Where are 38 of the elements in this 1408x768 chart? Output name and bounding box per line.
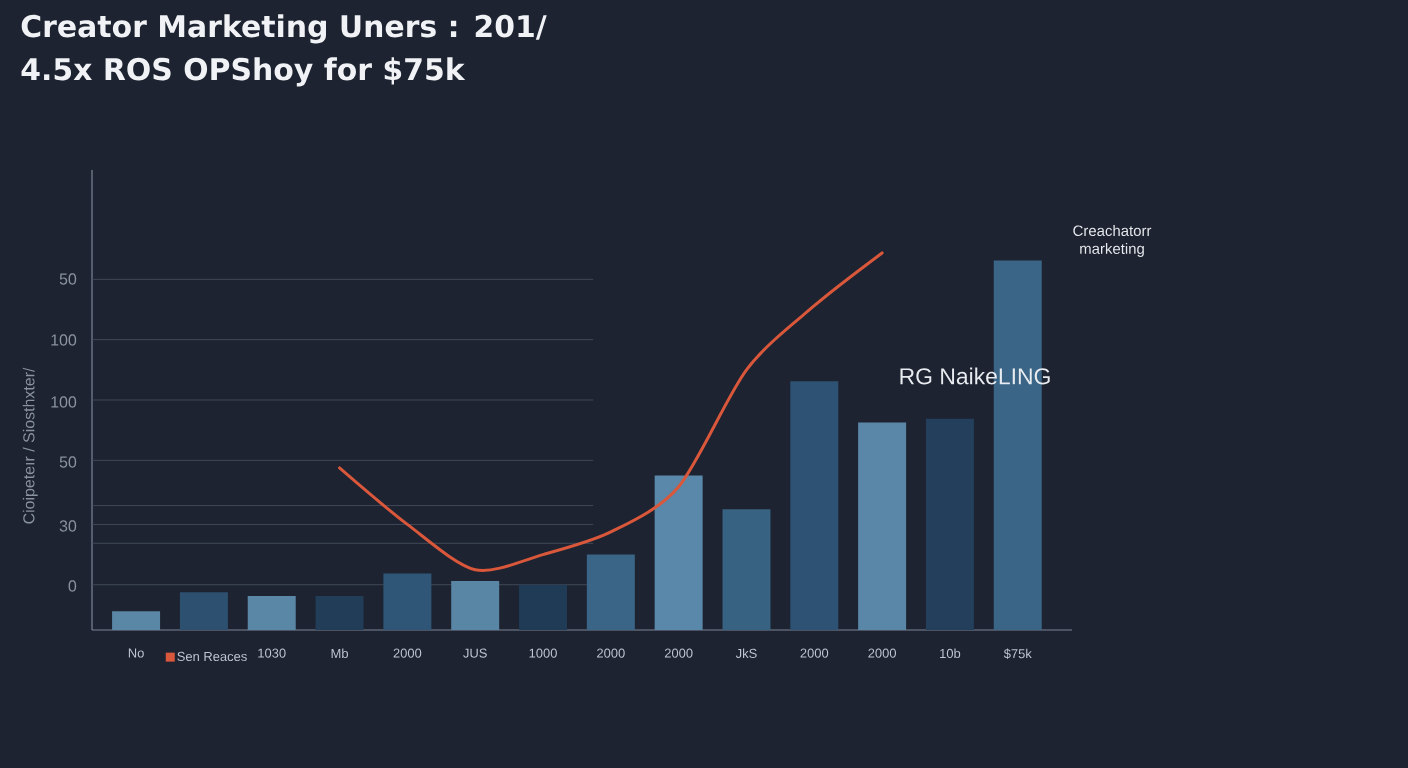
text: 100 xyxy=(51,396,77,408)
bar xyxy=(654,475,703,630)
text: 50 xyxy=(59,456,77,468)
bar xyxy=(451,580,500,630)
chart-subtitle: 4.5x ROS OPShoy for $75k xyxy=(21,57,466,87)
x-tick-label: 2000 xyxy=(868,648,897,658)
x-tick-label: JUS xyxy=(463,648,487,658)
bar xyxy=(790,381,839,630)
bar xyxy=(722,509,771,630)
bar xyxy=(858,422,907,630)
x-tick-label: No xyxy=(128,648,144,658)
annotation: RG NaikeLING xyxy=(900,367,1050,385)
bar xyxy=(179,592,228,630)
text: 30 xyxy=(59,520,77,532)
x-tick-label: 1030 xyxy=(258,648,286,658)
x-tick-label: JkS xyxy=(735,648,757,659)
bar xyxy=(383,573,432,630)
bar xyxy=(925,418,974,630)
bar xyxy=(112,611,161,630)
bar xyxy=(586,554,635,630)
bar xyxy=(519,584,568,630)
x-tick-label: 2000 xyxy=(597,648,625,658)
bar xyxy=(247,596,296,630)
legend-label: Sen Reaces xyxy=(177,651,247,662)
text: 50 xyxy=(59,273,77,285)
x-tick-label: 10b xyxy=(940,648,961,659)
chart-title: Creator Marketing Uners : 201/ xyxy=(21,14,547,44)
x-tick-label: $75k xyxy=(1003,648,1032,659)
x-tick-label: Mb xyxy=(331,648,348,659)
x-tick-label: 2000 xyxy=(664,648,693,658)
bar xyxy=(315,596,364,630)
text: 0 xyxy=(68,580,77,592)
y-axis-title: Cioipeteır / Siosthxter/ xyxy=(22,367,38,524)
text: Creachatorr marketing xyxy=(1073,225,1152,257)
x-tick-label: 2000 xyxy=(393,648,422,658)
x-tick-label: 1000 xyxy=(529,648,557,658)
text: 100 xyxy=(51,334,77,346)
x-tick-label: 2000 xyxy=(800,648,829,658)
